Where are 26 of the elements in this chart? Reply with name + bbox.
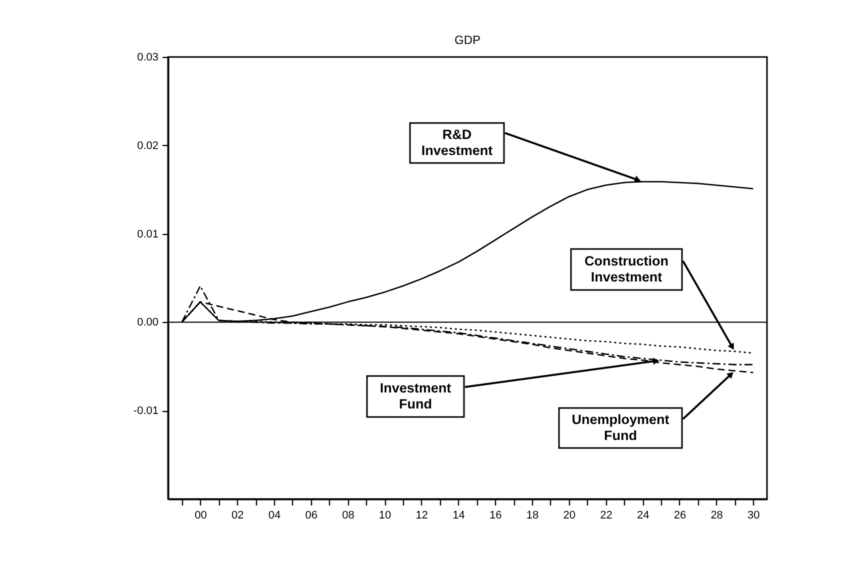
y-tick-label: 0.01: [137, 228, 158, 240]
x-tick-label: 24: [636, 510, 650, 522]
x-tick-label: 06: [305, 510, 318, 522]
x-tick-label: 18: [526, 510, 539, 522]
x-tick-label: 08: [342, 510, 354, 522]
y-tick-label: 0.02: [137, 140, 158, 152]
x-tick-label: 12: [416, 510, 428, 522]
x-tick-label: 30: [748, 510, 760, 522]
x-tick-label: 10: [378, 510, 392, 522]
x-tick-label: 28: [710, 510, 723, 522]
annotation: Unemployment Fund: [572, 412, 670, 443]
y-tick-label: 0.03: [137, 52, 158, 64]
chart-title: GDP: [454, 33, 481, 47]
annotation: R&D Investment: [421, 127, 494, 158]
x-tick-label: 26: [674, 510, 686, 522]
x-tick-label: 02: [231, 510, 244, 522]
x-tick-label: 14: [452, 510, 465, 522]
x-tick-label: 00: [194, 510, 207, 522]
x-tick-label: 04: [268, 510, 281, 522]
x-tick-label: 20: [563, 510, 576, 522]
y-tick-label: 0.00: [137, 316, 158, 329]
x-tick-label: 16: [490, 510, 502, 522]
annotation: Construction Investment: [584, 254, 668, 284]
annotation: Investment Fund: [380, 380, 452, 412]
y-tick-label: -0.01: [133, 405, 158, 418]
x-tick-label: 22: [600, 510, 612, 522]
